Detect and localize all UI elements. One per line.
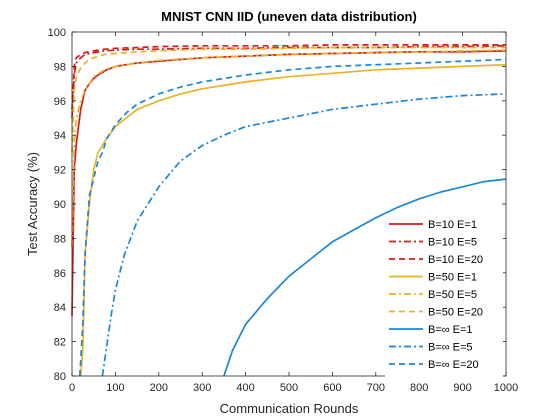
legend: B=10 E=1 B=10 E=5 B=10 E=20 B=50 E=1 B=50 E=… — [385, 214, 503, 378]
y-tick-label: 84 — [54, 302, 66, 314]
y-tick-label: 88 — [54, 233, 66, 245]
series-line-4 — [71, 49, 507, 248]
legend-label-2: B=10 E=20 — [428, 254, 483, 266]
series-line-7 — [101, 93, 507, 377]
y-tick-label: 98 — [54, 61, 66, 73]
legend-label-4: B=50 E=5 — [428, 289, 477, 301]
legend-label-1: B=10 E=5 — [428, 237, 477, 249]
y-tick-label: 94 — [54, 130, 66, 142]
x-tick-label: 600 — [323, 382, 341, 394]
legend-label-5: B=50 E=20 — [428, 307, 483, 319]
series-line-3 — [79, 63, 507, 377]
legend-label-0: B=10 E=1 — [428, 219, 477, 231]
x-tick-label: 700 — [367, 382, 385, 394]
y-axis-label: Test Accuracy (%) — [25, 152, 40, 256]
plot-lines — [71, 44, 507, 377]
x-ticks: 0 100 200 300 400 500 600 700 800 900 1000 — [69, 32, 518, 394]
legend-label-7: B=∞ E=5 — [428, 342, 473, 354]
series-line-5 — [71, 46, 506, 153]
x-tick-label: 800 — [410, 382, 428, 394]
series-line-2 — [71, 44, 506, 110]
x-axis-label: Communication Rounds — [220, 401, 359, 416]
x-tick-label: 900 — [453, 382, 471, 394]
x-tick-label: 100 — [106, 382, 124, 394]
y-tick-label: 96 — [54, 96, 66, 108]
x-tick-label: 1000 — [494, 382, 518, 394]
y-tick-label: 86 — [54, 268, 66, 280]
legend-label-8: B=∞ E=20 — [428, 359, 479, 371]
y-tick-label: 92 — [54, 165, 66, 177]
x-tick-label: 400 — [236, 382, 254, 394]
y-tick-label: 90 — [54, 199, 66, 211]
series-line-6 — [223, 178, 507, 377]
x-tick-label: 300 — [193, 382, 211, 394]
y-tick-label: 80 — [54, 371, 66, 383]
legend-label-6: B=∞ E=1 — [428, 324, 473, 336]
y-tick-label: 82 — [54, 337, 66, 349]
x-tick-label: 500 — [280, 382, 298, 394]
series-line-1 — [71, 44, 507, 119]
legend-label-3: B=50 E=1 — [428, 272, 477, 284]
x-tick-label: 200 — [150, 382, 168, 394]
x-tick-label: 0 — [69, 382, 75, 394]
y-ticks: 80 82 84 86 88 90 92 94 96 98 100 — [48, 27, 506, 383]
chart-title: MNIST CNN IID (uneven data distribution) — [161, 9, 417, 24]
y-tick-label: 100 — [48, 27, 66, 39]
